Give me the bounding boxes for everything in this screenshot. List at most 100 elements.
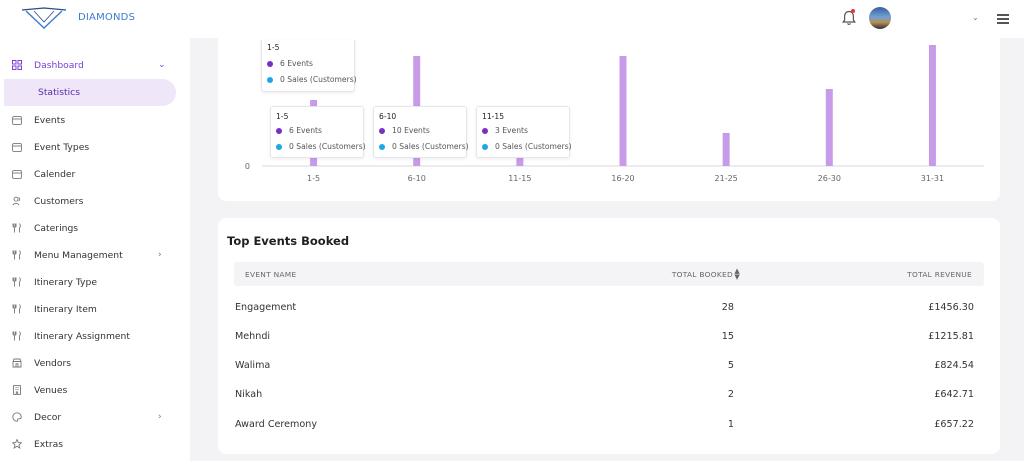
total-revenue-cell: £1215.81 bbox=[928, 331, 974, 342]
sidebar-item-calender[interactable]: Calender bbox=[0, 163, 190, 185]
chevron-right-icon: › bbox=[158, 412, 162, 422]
sidebar-item-menu-management[interactable]: Menu Management › bbox=[0, 244, 190, 266]
total-booked-cell: 5 bbox=[727, 360, 734, 371]
sidebar-item-itinerary-item[interactable]: Itinerary Item bbox=[0, 298, 190, 320]
total-booked-cell: 28 bbox=[721, 302, 734, 313]
x-tick-label: 6-10 bbox=[408, 174, 426, 183]
sidebar-item-label: Dashboard bbox=[34, 59, 84, 71]
sidebar-item-itinerary-assignment[interactable]: Itinerary Assignment bbox=[0, 325, 190, 347]
x-tick-label: 21-25 bbox=[715, 174, 738, 183]
store-icon bbox=[12, 358, 22, 368]
table-row[interactable]: Award Ceremony 1 £657.22 bbox=[234, 409, 984, 439]
diamond-logo-icon[interactable] bbox=[20, 4, 68, 32]
tooltip-sales: 0 Sales (Customers) bbox=[280, 75, 357, 84]
sort-icon[interactable]: ▲ ▼ bbox=[734, 267, 740, 281]
sidebar-item-customers[interactable]: Customers bbox=[0, 190, 190, 212]
table-row[interactable]: Walima 5 £824.54 bbox=[234, 350, 984, 380]
fork-knife-icon bbox=[12, 331, 22, 341]
calendar-icon bbox=[12, 169, 22, 179]
event-name-cell: Mehndi bbox=[235, 331, 271, 342]
tooltip-sales: 0 Sales (Customers) bbox=[495, 142, 572, 151]
sidebar-item-label: Vendors bbox=[34, 357, 72, 369]
table-row[interactable]: Engagement 28 £1456.30 bbox=[234, 292, 984, 322]
user-menu-chevron-icon[interactable]: ⌄ bbox=[972, 13, 979, 22]
x-tick-label: 1-5 bbox=[307, 174, 320, 183]
grid-icon bbox=[12, 60, 22, 70]
sidebar-item-label: Venues bbox=[34, 384, 68, 396]
tooltip-title: 1-5 bbox=[276, 112, 289, 121]
sidebar-item-label: Calender bbox=[34, 168, 76, 180]
sidebar-item-label: Statistics bbox=[38, 87, 80, 98]
sales-legend-dot bbox=[379, 143, 385, 150]
x-tick-label: 31-31 bbox=[921, 174, 944, 183]
users-icon bbox=[12, 196, 22, 206]
total-revenue-cell: £1456.30 bbox=[928, 302, 974, 313]
y-tick-label: 0 bbox=[245, 162, 250, 171]
notification-dot bbox=[851, 9, 855, 13]
sidebar-item-dashboard[interactable]: Dashboard ⌄ bbox=[0, 54, 190, 76]
total-booked-cell: 15 bbox=[721, 331, 734, 342]
sidebar-item-label: Menu Management bbox=[34, 249, 123, 261]
sidebar-item-statistics[interactable]: Statistics bbox=[4, 79, 176, 106]
total-revenue-cell: £824.54 bbox=[934, 360, 974, 371]
event-name-cell: Engagement bbox=[235, 302, 297, 313]
table-title: Top Events Booked bbox=[227, 234, 350, 248]
palette-icon bbox=[12, 412, 22, 422]
tooltip-title: 11-15 bbox=[482, 112, 505, 121]
top-bar: DIAMONDS ⌄ bbox=[0, 0, 1024, 38]
sidebar-item-extras[interactable]: Extras bbox=[0, 433, 190, 455]
sidebar-item-label: Itinerary Assignment bbox=[34, 330, 130, 342]
sidebar-item-label: Customers bbox=[34, 195, 84, 207]
notification-bell-icon[interactable] bbox=[840, 9, 858, 27]
top-events-card: Top Events Booked EVENT NAME TOTAL BOOKE… bbox=[218, 218, 1000, 454]
chart-bar[interactable] bbox=[722, 133, 730, 166]
sidebar-item-label: Itinerary Item bbox=[34, 303, 97, 315]
sidebar: Dashboard ⌄ bbox=[0, 38, 190, 461]
chevron-right-icon: › bbox=[158, 250, 162, 260]
chart-bar[interactable] bbox=[825, 89, 833, 166]
total-revenue-cell: £642.71 bbox=[934, 389, 974, 400]
chart-bar[interactable] bbox=[619, 56, 627, 166]
tooltip-title: 1-5 bbox=[267, 43, 280, 52]
sidebar-item-label: Caterings bbox=[34, 222, 79, 234]
brand-name[interactable]: DIAMONDS bbox=[78, 12, 136, 23]
table-header: EVENT NAME TOTAL BOOKED ▲ ▼ TOTAL REVENUE bbox=[234, 262, 984, 286]
fork-knife-icon bbox=[12, 223, 22, 233]
chevron-down-icon: ⌄ bbox=[158, 60, 166, 70]
chart-bar[interactable] bbox=[928, 45, 936, 166]
chart-tooltip: 11-15 3 Events 0 Sales (Customers) bbox=[476, 106, 572, 158]
calendar-icon bbox=[12, 142, 22, 152]
building-icon bbox=[12, 385, 22, 395]
sidebar-item-event-types[interactable]: Event Types bbox=[0, 136, 190, 158]
sidebar-item-events[interactable]: Events bbox=[0, 109, 190, 131]
calendar-icon bbox=[12, 115, 22, 125]
sidebar-item-label: Events bbox=[34, 114, 66, 126]
chart-tooltip: 6-10 10 Events 0 Sales (Customers) bbox=[373, 106, 469, 158]
sidebar-item-vendors[interactable]: Vendors bbox=[0, 352, 190, 374]
x-tick-label: 16-20 bbox=[611, 174, 634, 183]
event-name-cell: Walima bbox=[235, 360, 271, 371]
sidebar-item-itinerary-type[interactable]: Itinerary Type bbox=[0, 271, 190, 293]
sidebar-item-caterings[interactable]: Caterings bbox=[0, 217, 190, 239]
sales-legend-dot bbox=[482, 143, 488, 150]
chart-tooltip: 1-5 6 Events 0 Sales (Customers) bbox=[261, 40, 357, 92]
tooltip-events: 6 Events bbox=[289, 126, 322, 135]
column-header-total-revenue[interactable]: TOTAL REVENUE bbox=[907, 270, 972, 279]
hamburger-menu-icon[interactable] bbox=[997, 14, 1009, 24]
column-header-total-booked[interactable]: TOTAL BOOKED bbox=[671, 270, 733, 279]
sidebar-item-venues[interactable]: Venues bbox=[0, 379, 190, 401]
x-tick-label: 26-30 bbox=[818, 174, 841, 183]
tooltip-title: 6-10 bbox=[379, 112, 397, 121]
events-legend-dot bbox=[482, 127, 488, 134]
sidebar-item-label: Event Types bbox=[34, 141, 90, 153]
fork-knife-icon bbox=[12, 250, 22, 260]
user-avatar[interactable] bbox=[869, 7, 891, 29]
events-legend-dot bbox=[276, 127, 282, 134]
chart-tooltip: 1-5 6 Events 0 Sales (Customers) bbox=[270, 106, 366, 158]
events-legend-dot bbox=[379, 127, 385, 134]
column-header-event-name[interactable]: EVENT NAME bbox=[245, 270, 297, 279]
sidebar-item-decor[interactable]: Decor › bbox=[0, 406, 190, 428]
table-row[interactable]: Mehndi 15 £1215.81 bbox=[234, 321, 984, 351]
total-revenue-cell: £657.22 bbox=[934, 419, 974, 430]
table-row[interactable]: Nikah 2 £642.71 bbox=[234, 379, 984, 409]
